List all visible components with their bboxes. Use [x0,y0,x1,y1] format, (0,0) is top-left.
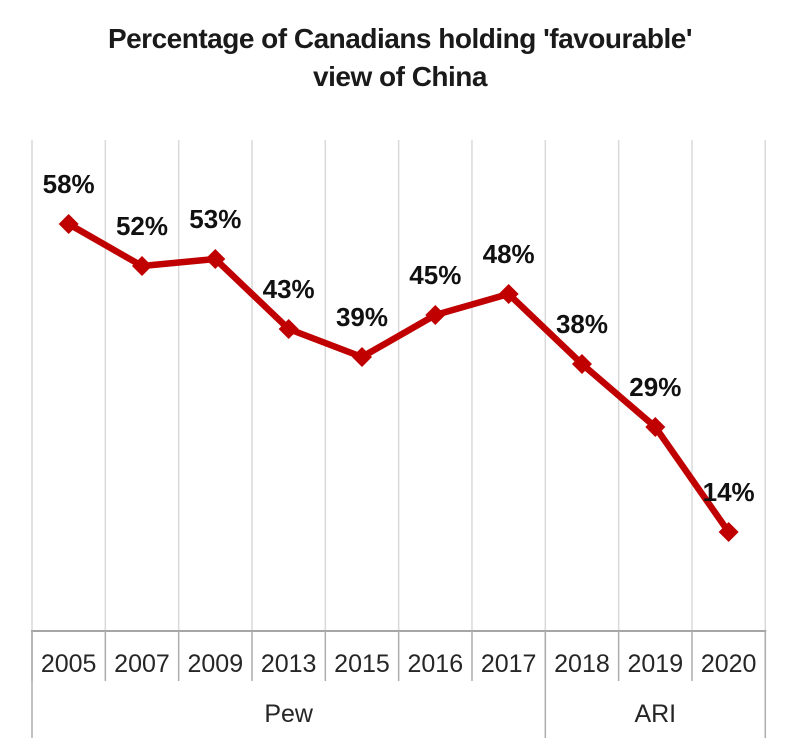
data-label: 43% [263,274,315,304]
x-axis-label: 2009 [188,650,244,678]
chart-title-line1: Percentage of Canadians holding 'favoura… [107,23,693,54]
x-axis-label: 2005 [41,650,97,678]
x-axis-label: 2015 [334,650,390,678]
data-label: 48% [483,239,535,269]
data-label: 58% [43,169,95,199]
data-point-marker [425,305,446,325]
x-axis-label: 2013 [261,650,317,678]
x-axis-label: 2020 [701,650,757,678]
x-axis-label: 2007 [114,650,170,678]
data-label: 52% [116,211,168,241]
data-label: 29% [629,372,681,402]
data-point-marker [718,522,739,542]
x-axis-label: 2017 [481,650,537,678]
data-label: 39% [336,302,388,332]
chart-title: Percentage of Canadians holding 'favoura… [0,20,800,96]
x-axis-label: 2016 [408,650,464,678]
chart-title-line2: view of China [313,60,487,92]
series-line [65,220,732,536]
data-point-marker [278,319,299,339]
data-point-marker [498,284,519,304]
data-point-marker [131,256,152,276]
x-axis-label: 2018 [554,650,610,678]
data-point-marker [571,354,592,374]
data-label: 38% [556,309,608,339]
x-axis-group-label: ARI [634,700,676,728]
data-label: 53% [189,204,241,234]
data-point-marker [645,417,666,437]
data-label: 45% [409,260,461,290]
data-point-marker [58,214,79,234]
x-axis-group-label: Pew [264,700,314,728]
x-axis-label: 2019 [627,650,683,678]
data-point-marker [351,347,372,367]
data-label: 14% [703,477,755,507]
data-point-marker [205,249,226,269]
